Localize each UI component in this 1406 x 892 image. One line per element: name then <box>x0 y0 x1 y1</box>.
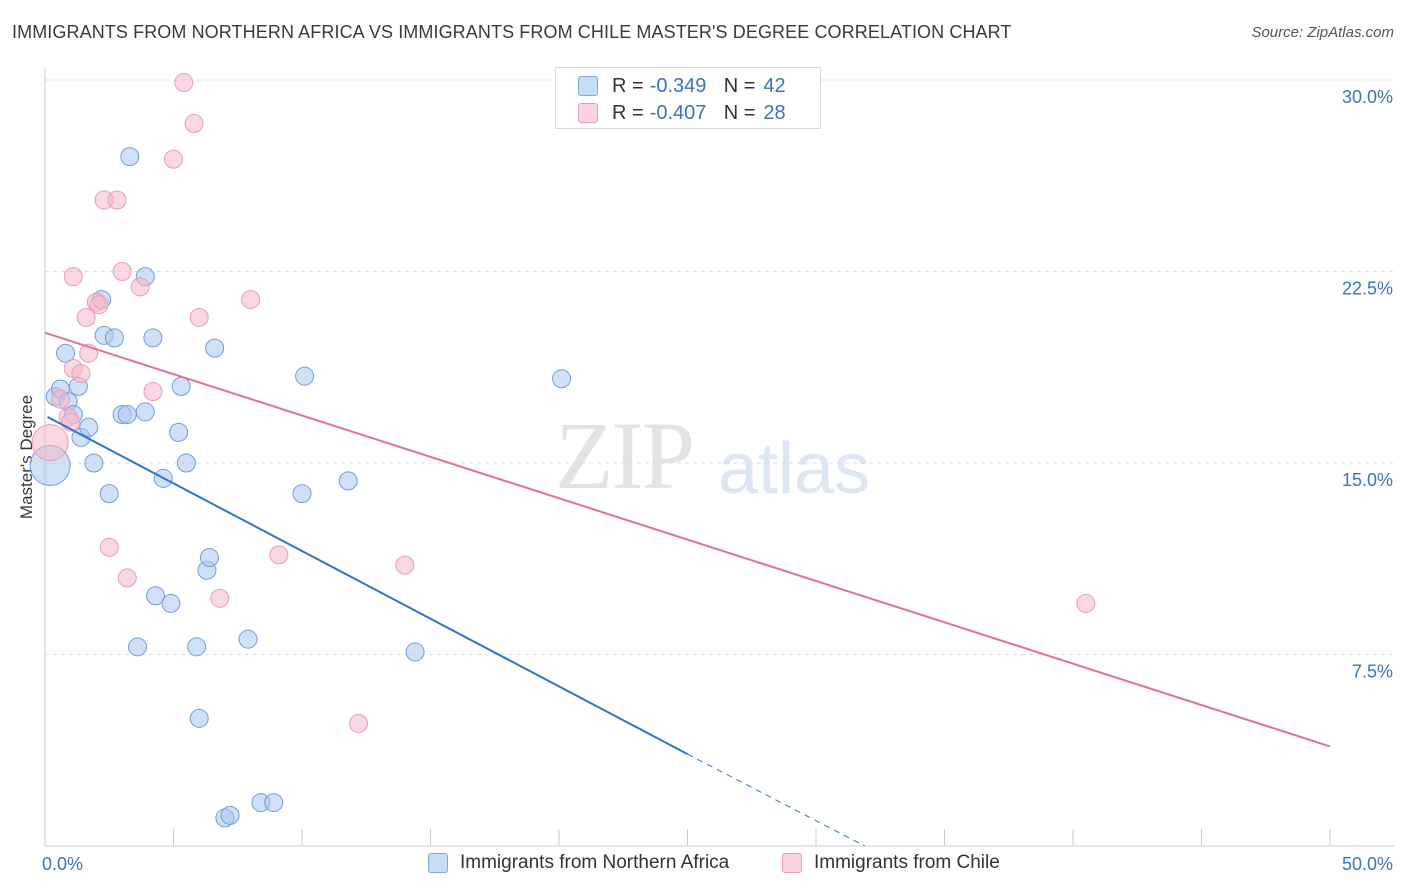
y-tick-label: 22.5% <box>1342 279 1393 299</box>
point-chile <box>1076 593 1096 613</box>
x-tick-label: 0.0% <box>42 854 83 874</box>
point-chile <box>71 364 91 384</box>
point-chile <box>164 149 183 169</box>
r-value: -0.407 <box>649 101 707 124</box>
point-northern-africa <box>295 366 315 386</box>
point-northern-africa <box>264 793 284 813</box>
point-northern-africa <box>205 338 225 358</box>
r-label: R = <box>612 74 644 97</box>
r-label: R = <box>612 101 644 124</box>
point-chile <box>174 73 194 93</box>
series-legend: Immigrants from Northern Africa Immigran… <box>0 852 1406 878</box>
chart-title: IMMIGRANTS FROM NORTHERN AFRICA VS IMMIG… <box>12 22 1012 42</box>
point-northern-africa <box>135 402 155 422</box>
point-chile <box>99 537 119 557</box>
legend-swatch-northern-africa <box>428 853 448 873</box>
trend-lines <box>44 331 1331 847</box>
point-northern-africa <box>104 328 124 348</box>
n-value: 42 <box>763 74 786 97</box>
point-northern-africa <box>169 422 189 442</box>
correlation-legend: R = -0.349 N = 42 R = -0.407 N = 28 <box>555 67 821 129</box>
y-tick-label: 15.0% <box>1342 470 1393 490</box>
point-chile <box>107 190 127 210</box>
axes <box>44 68 1394 847</box>
point-northern-africa <box>552 369 572 389</box>
point-chile <box>395 555 415 575</box>
watermark-zip: ZIP <box>555 402 695 509</box>
point-chile <box>269 545 289 565</box>
point-northern-africa <box>220 805 240 825</box>
point-northern-africa <box>84 453 104 473</box>
point-chile <box>63 267 83 287</box>
point-chile <box>241 290 261 310</box>
watermark-atlas: atlas <box>718 429 871 509</box>
trend-line-chile <box>44 331 1331 748</box>
point-northern-africa <box>292 484 312 504</box>
point-chile <box>112 262 132 281</box>
y-tick-label: 7.5% <box>1352 662 1393 682</box>
x-tick-label: 50.0% <box>1342 854 1393 874</box>
legend-swatch-northern-africa <box>578 76 598 96</box>
point-northern-africa <box>143 328 163 348</box>
point-chile <box>117 568 137 588</box>
point-northern-africa <box>120 147 140 167</box>
point-northern-africa <box>405 642 425 662</box>
point-chile <box>50 389 70 409</box>
point-northern-africa <box>187 637 207 657</box>
point-northern-africa <box>176 453 196 473</box>
point-northern-africa <box>146 586 166 606</box>
source-credit: Source: ZipAtlas.com <box>1251 24 1394 41</box>
point-chile <box>89 295 109 315</box>
n-label: N = <box>723 101 756 124</box>
n-value: 28 <box>763 101 786 124</box>
n-label: N = <box>723 74 756 97</box>
point-northern-africa <box>128 637 148 657</box>
legend-row-chile: R = -0.407 N = 28 <box>578 101 786 125</box>
point-chile <box>31 424 69 462</box>
point-chile <box>184 113 204 133</box>
point-northern-africa <box>238 629 258 649</box>
legend-label-northern-africa: Immigrants from Northern Africa <box>460 852 730 873</box>
point-northern-africa <box>99 484 119 504</box>
point-northern-africa <box>117 404 137 424</box>
legend-label-chile: Immigrants from Chile <box>814 852 1000 873</box>
point-chile <box>349 713 369 733</box>
point-chile <box>130 277 150 297</box>
legend-row-northern-africa: R = -0.349 N = 42 <box>578 74 786 98</box>
grid-lines <box>45 79 1394 655</box>
data-points <box>29 73 1096 828</box>
point-northern-africa <box>56 343 76 363</box>
point-northern-africa <box>161 593 181 613</box>
point-northern-africa <box>79 417 99 437</box>
y-tick-label: 30.0% <box>1342 87 1393 107</box>
legend-item-chile[interactable]: Immigrants from Chile <box>782 852 1000 874</box>
point-northern-africa <box>338 471 358 491</box>
point-chile <box>76 307 96 327</box>
point-chile <box>210 588 230 608</box>
r-value: -0.349 <box>649 74 707 97</box>
trend-line-northern-africa <box>47 416 688 755</box>
point-chile <box>189 307 209 327</box>
trend-line-northern-africa-extension <box>687 753 866 847</box>
legend-item-northern-africa[interactable]: Immigrants from Northern Africa <box>428 852 729 874</box>
point-chile <box>143 382 163 402</box>
point-northern-africa <box>171 376 191 396</box>
tick-labels: 7.5% 15.0% 22.5% 30.0% 0.0% 50.0% <box>42 87 1393 874</box>
legend-swatch-chile <box>782 853 802 873</box>
legend-swatch-chile <box>578 103 598 123</box>
point-northern-africa <box>189 708 209 728</box>
point-northern-africa <box>199 547 219 567</box>
